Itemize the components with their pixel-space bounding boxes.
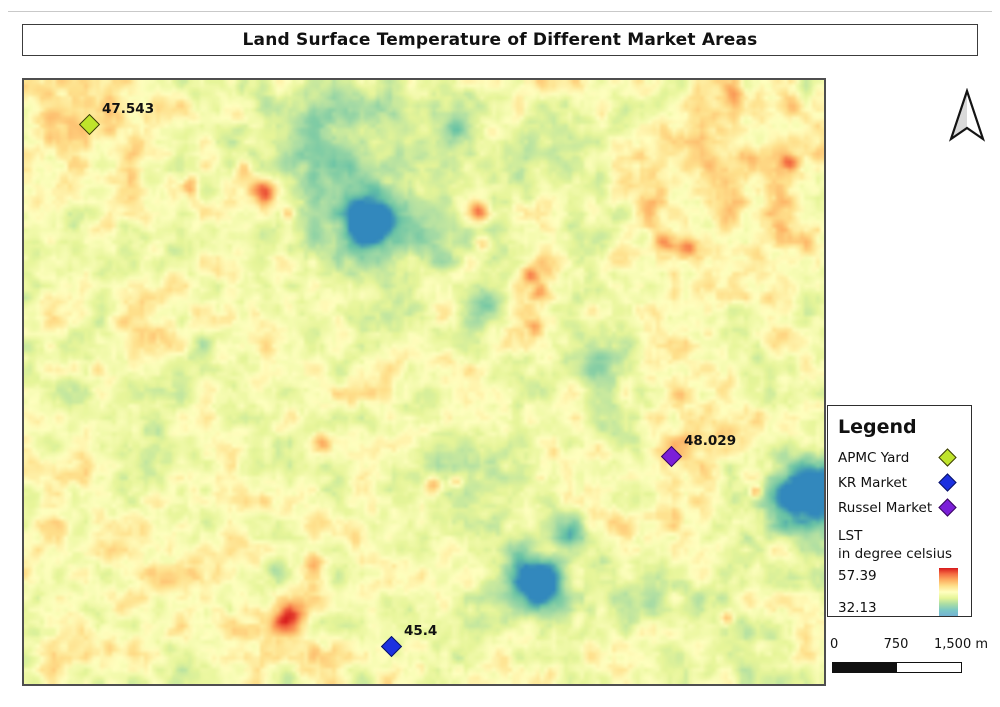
lst-max-value: 57.39 <box>838 568 877 584</box>
lst-ramp-section: 57.39 32.13 <box>838 568 961 616</box>
scale-tick-1500m: 1,500 m <box>933 637 989 652</box>
map-title-box: Land Surface Temperature of Different Ma… <box>22 24 978 56</box>
scale-bar-graphic <box>832 662 962 673</box>
scale-tick-750: 750 <box>883 637 909 652</box>
legend-item-russel-market: Russel Market <box>838 495 961 520</box>
legend-item-kr-market: KR Market <box>838 470 961 495</box>
marker-value-label: 45.4 <box>404 622 438 639</box>
lst-section-title: LST <box>838 528 863 544</box>
north-arrow-icon <box>948 88 986 142</box>
scale-bar-black-segment <box>833 663 897 672</box>
legend-title: Legend <box>838 416 917 438</box>
scale-bar-white-segment <box>897 663 961 672</box>
scale-bar: 0 750 1,500 m <box>830 637 997 677</box>
lst-raster-canvas <box>24 80 824 684</box>
diamond-icon <box>938 448 957 467</box>
lst-color-ramp <box>939 568 958 616</box>
legend-item-label: Russel Market <box>838 499 933 516</box>
legend-item-label: KR Market <box>838 474 907 491</box>
page-edge-rule <box>8 11 992 12</box>
lst-section-subtitle: in degree celsius <box>838 546 953 562</box>
page-title: Land Surface Temperature of Different Ma… <box>242 30 758 50</box>
scale-bar-labels: 0 750 1,500 m <box>830 637 997 655</box>
scale-tick-0: 0 <box>830 637 839 652</box>
map-viewport: 47.543 45.4 48.029 <box>22 78 826 686</box>
lst-ramp-values: 57.39 32.13 <box>838 568 877 616</box>
lst-min-value: 32.13 <box>838 600 877 616</box>
marker-value-label: 47.543 <box>102 100 155 117</box>
diamond-icon <box>938 498 957 517</box>
marker-value-label: 48.029 <box>684 433 737 450</box>
legend-item-apmc-yard: APMC Yard <box>838 445 961 470</box>
legend-panel: Legend APMC Yard KR Market Russel Market… <box>827 405 972 617</box>
legend-item-label: APMC Yard <box>838 449 910 466</box>
diamond-icon <box>938 473 957 492</box>
